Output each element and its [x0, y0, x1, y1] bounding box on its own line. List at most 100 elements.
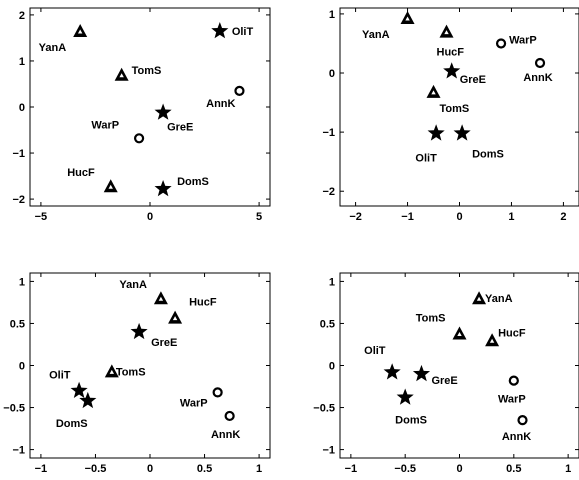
y-tick-label-3-4: 1: [19, 276, 25, 288]
point-label-hucf-4: HucF: [498, 327, 526, 339]
point-label-doms-1: DomS: [177, 176, 209, 188]
point-yana-3: [153, 291, 168, 305]
x-tick-label-3-3: 0.5: [197, 463, 212, 475]
point-warp-4: [508, 375, 519, 386]
x-tick-label-4-3: 0.5: [506, 463, 521, 475]
point-yana-4: [472, 291, 487, 305]
point-gree-4: [412, 364, 431, 382]
point-hucf-3: [168, 310, 183, 324]
y-tick-label-4-0: −1: [322, 445, 335, 457]
point-label-olit-2: OliT: [415, 152, 437, 164]
y-tick-label-2-0: −2: [322, 186, 335, 198]
point-label-doms-2: DomS: [472, 148, 504, 160]
point-label-toms-2: TomS: [440, 103, 470, 115]
point-hucf-1: [103, 179, 118, 193]
plot-frame-4: [339, 272, 579, 459]
y-tick-label-1-2: 0: [19, 102, 25, 114]
x-tick-label-2-3: 1: [508, 211, 514, 223]
point-label-yana-4: YanA: [485, 293, 513, 305]
scatter-panel-1: −5 0 5 −2 −1 0 1 2 OliT YanA TomS AnnK GreE WarP HucF D…: [12, 7, 271, 223]
point-label-gree-4: GreE: [431, 375, 457, 387]
point-warp-2: [495, 38, 507, 49]
y-tick-label-4-2: 0: [329, 361, 335, 373]
point-label-gree-2: GreE: [460, 74, 486, 86]
y-tick-label-4-3: 0.5: [320, 318, 335, 330]
point-label-warp-4: WarP: [498, 394, 526, 406]
point-annk-3: [224, 410, 235, 422]
point-olit-3: [70, 381, 88, 399]
point-label-toms-4: TomS: [416, 313, 446, 325]
x-tick-label-1-0: −5: [35, 211, 48, 223]
scatter-panel-4: −1 −0.5 0 0.5 1 −1 −0.5 0 0.5 1 YanA TomS HucF OliT Gr…: [313, 272, 579, 475]
point-label-annk-4: AnnK: [502, 431, 531, 443]
point-yana-2: [400, 11, 415, 25]
x-tick-label-3-2: 0: [147, 463, 153, 475]
x-tick-label-1-1: 0: [147, 211, 153, 223]
point-label-gree-1: GreE: [167, 122, 193, 134]
point-warp-1: [133, 133, 145, 144]
point-warp-3: [212, 387, 223, 398]
point-gree-3: [130, 322, 148, 340]
point-toms-1: [114, 67, 129, 81]
x-tick-label-2-4: 2: [560, 211, 566, 223]
point-label-yana-1: YanA: [39, 42, 67, 54]
point-gree-1: [154, 103, 172, 120]
point-olit-1: [211, 22, 229, 39]
point-hucf-4: [485, 333, 500, 347]
point-label-gree-3: GreE: [151, 337, 177, 349]
point-label-yana-2: YanA: [362, 29, 390, 41]
y-tick-label-3-2: 0: [19, 361, 25, 373]
point-label-doms-4: DomS: [395, 414, 427, 426]
point-label-olit-4: OliT: [364, 345, 386, 357]
point-olit-2: [427, 124, 445, 141]
x-tick-label-4-2: 0: [456, 463, 462, 475]
x-tick-label-4-4: 1: [565, 463, 571, 475]
scatter-panel-3: −1 −0.5 0 0.5 1 −1 −0.5 0 0.5 1 YanA HucF GreE TomS Ol…: [3, 272, 271, 475]
y-tick-label-3-1: −0.5: [3, 403, 25, 415]
point-doms-4: [396, 388, 414, 405]
x-tick-label-2-2: 0: [456, 211, 462, 223]
point-label-yana-3: YanA: [119, 279, 147, 291]
point-hucf-2: [439, 24, 454, 38]
x-tick-label-3-4: 1: [256, 463, 262, 475]
y-tick-label-2-1: −1: [322, 127, 335, 139]
point-label-warp-2: WarP: [509, 34, 537, 46]
point-label-annk-2: AnnK: [523, 72, 552, 84]
point-label-toms-3: TomS: [116, 366, 146, 378]
point-doms-1: [154, 179, 172, 197]
point-label-olit-3: OliT: [49, 370, 71, 382]
point-annk-2: [534, 57, 546, 69]
y-tick-label-2-2: 0: [329, 68, 335, 80]
x-tick-label-4-0: −1: [345, 463, 358, 475]
point-label-hucf-3: HucF: [189, 297, 217, 309]
x-tick-label-3-1: −0.5: [85, 463, 107, 475]
point-label-hucf-2: HucF: [437, 47, 465, 59]
x-tick-label-2-0: −2: [349, 211, 362, 223]
point-label-doms-3: DomS: [56, 418, 88, 430]
point-annk-1: [234, 85, 245, 96]
y-tick-label-1-1: −1: [12, 148, 25, 160]
point-gree-2: [443, 62, 461, 79]
x-tick-label-3-0: −1: [35, 463, 48, 475]
point-label-warp-1: WarP: [91, 119, 119, 131]
point-yana-1: [73, 24, 88, 38]
y-tick-label-2-3: 1: [329, 9, 335, 21]
point-toms-3: [104, 364, 119, 378]
scatter-panel-2: −2 −1 0 1 2 −2 −1 0 1 YanA HucF WarP AnnK GreE TomS Oli…: [322, 7, 579, 223]
x-tick-label-1-2: 5: [256, 211, 262, 223]
point-label-annk-3: AnnK: [211, 429, 240, 441]
point-label-hucf-1: HucF: [67, 167, 95, 179]
point-olit-4: [383, 363, 401, 380]
point-label-toms-1: TomS: [132, 65, 162, 77]
y-tick-label-3-0: −1: [12, 445, 25, 457]
point-toms-4: [452, 326, 467, 340]
y-tick-label-1-4: 2: [19, 10, 25, 22]
x-tick-label-2-1: −1: [401, 211, 414, 223]
point-toms-2: [426, 84, 441, 98]
point-label-warp-3: WarP: [180, 397, 208, 409]
y-tick-label-3-3: 0.5: [10, 318, 25, 330]
x-tick-label-4-1: −0.5: [394, 463, 416, 475]
point-doms-2: [453, 124, 471, 141]
y-tick-label-1-0: −2: [12, 194, 25, 206]
